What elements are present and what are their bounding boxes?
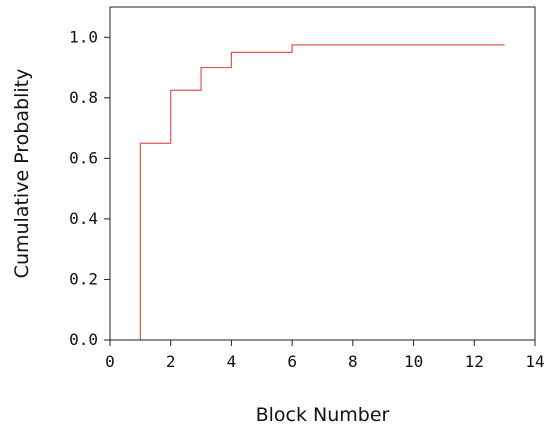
y-tick-label: 0.0 <box>69 330 98 349</box>
y-axis-title: Cumulative Probablity <box>11 69 33 279</box>
y-tick-label: 0.2 <box>69 269 98 288</box>
plot-area <box>139 44 505 340</box>
x-tick-label: 6 <box>287 352 297 371</box>
x-tick-label: 2 <box>166 352 176 371</box>
x-tick-label: 8 <box>348 352 358 371</box>
y-tick-label: 0.4 <box>69 209 98 228</box>
x-tick-label: 4 <box>227 352 237 371</box>
plot-frame <box>109 6 536 341</box>
y-axis: 0.0 0.2 0.4 0.6 0.8 1.0 <box>69 27 110 349</box>
cdf-step-line <box>139 44 505 340</box>
y-tick-label: 0.8 <box>69 88 98 107</box>
x-tick-label: 0 <box>105 352 115 371</box>
x-tick-label: 10 <box>404 352 423 371</box>
x-tick-label: 12 <box>465 352 484 371</box>
x-tick-label: 14 <box>525 352 544 371</box>
x-axis: 0 2 4 6 8 10 12 14 <box>105 340 545 371</box>
y-tick-label: 1.0 <box>69 27 98 46</box>
x-axis-title: Block Number <box>256 404 390 426</box>
y-tick-label: 0.6 <box>69 148 98 167</box>
